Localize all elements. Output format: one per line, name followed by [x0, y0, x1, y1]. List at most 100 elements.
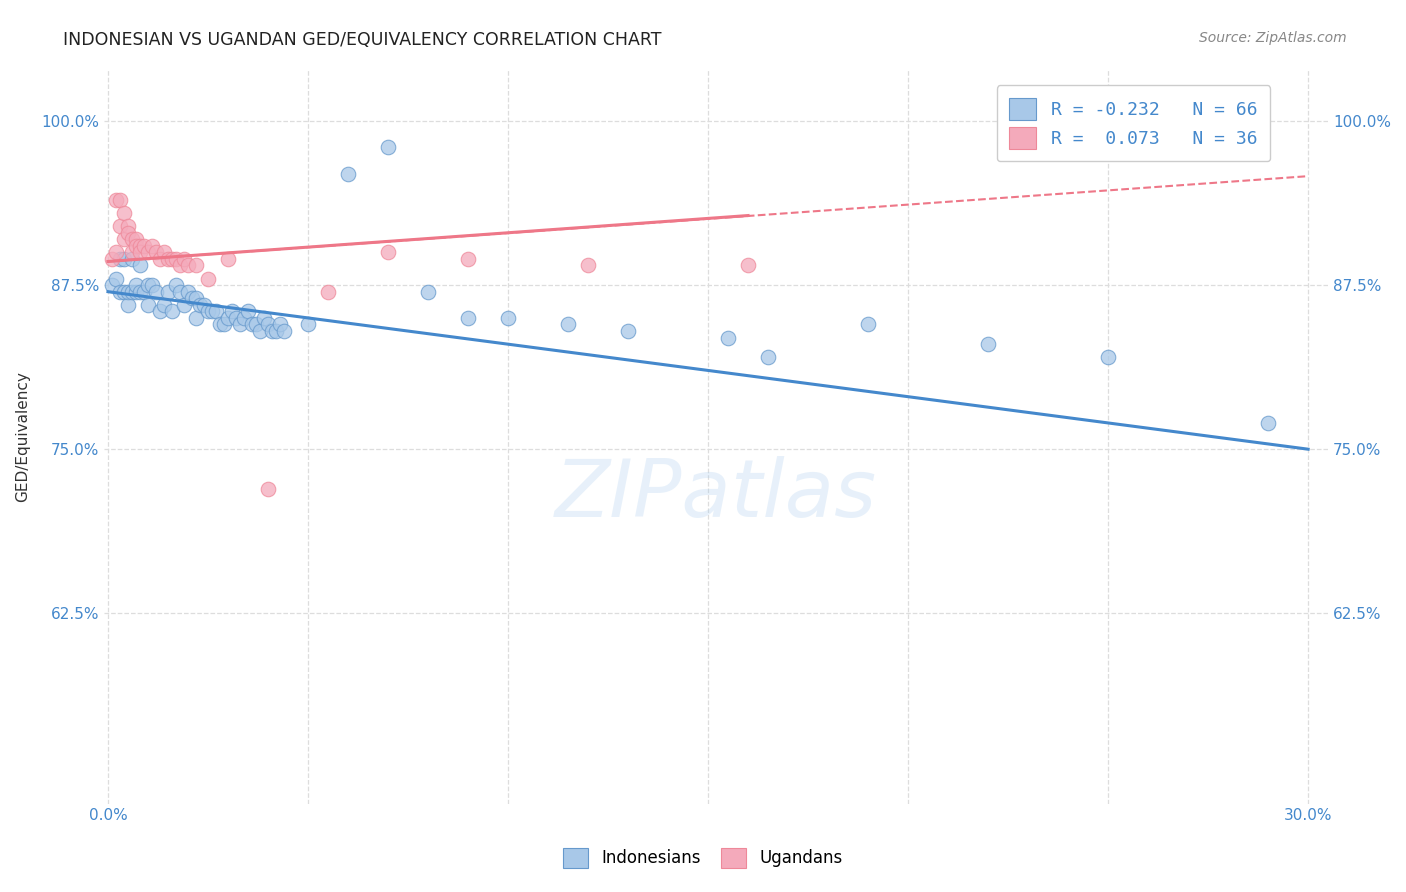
Point [141, 278, 163, 293]
Point [101, 278, 124, 293]
Point [108, 252, 131, 266]
Point [129, 285, 152, 299]
Point [132, 285, 155, 299]
Text: Source: ZipAtlas.com: Source: ZipAtlas.com [1199, 31, 1347, 45]
Point [225, 310, 247, 325]
Point [132, 238, 155, 252]
Point [125, 285, 148, 299]
Y-axis label: GED/Equivalency: GED/Equivalency [15, 371, 30, 501]
Point [129, 245, 152, 260]
Point [205, 304, 228, 318]
Point [153, 298, 176, 312]
Point [316, 285, 339, 299]
Point [249, 324, 271, 338]
Point [125, 232, 148, 246]
Point [208, 318, 231, 332]
Point [236, 304, 259, 318]
Point [160, 304, 183, 318]
Point [184, 291, 207, 305]
Point [141, 238, 163, 252]
Point [121, 252, 143, 266]
Point [257, 482, 280, 496]
Point [125, 278, 148, 293]
Point [253, 310, 276, 325]
Point [112, 252, 135, 266]
Point [221, 304, 243, 318]
Point [188, 298, 211, 312]
Point [112, 285, 135, 299]
Point [856, 318, 879, 332]
Point [108, 285, 131, 299]
Point [617, 324, 640, 338]
Point [145, 245, 167, 260]
Point [149, 304, 172, 318]
Point [117, 298, 139, 312]
Point [217, 252, 239, 266]
Point [104, 193, 127, 207]
Point [377, 140, 399, 154]
Point [153, 245, 176, 260]
Point [165, 252, 187, 266]
Point [240, 318, 263, 332]
Point [117, 219, 139, 233]
Point [149, 252, 172, 266]
Point [136, 278, 159, 293]
Point [1257, 416, 1279, 430]
Point [184, 310, 207, 325]
Point [260, 324, 283, 338]
Point [117, 285, 139, 299]
Point [121, 285, 143, 299]
Point [112, 206, 135, 220]
Point [457, 310, 479, 325]
Point [1097, 351, 1119, 365]
Point [117, 226, 139, 240]
Point [160, 252, 183, 266]
Point [737, 259, 759, 273]
Point [125, 238, 148, 252]
Point [257, 318, 280, 332]
Point [264, 324, 287, 338]
Point [173, 298, 195, 312]
Point [173, 252, 195, 266]
Point [156, 252, 179, 266]
Point [245, 318, 267, 332]
Text: INDONESIAN VS UGANDAN GED/EQUIVALENCY CORRELATION CHART: INDONESIAN VS UGANDAN GED/EQUIVALENCY CO… [63, 31, 662, 49]
Point [201, 304, 224, 318]
Point [377, 245, 399, 260]
Point [416, 285, 439, 299]
Point [576, 259, 599, 273]
Point [217, 310, 239, 325]
Point [181, 291, 204, 305]
Point [129, 238, 152, 252]
Point [104, 245, 127, 260]
Point [184, 259, 207, 273]
Point [496, 310, 519, 325]
Point [165, 278, 187, 293]
Legend: Indonesians, Ugandans: Indonesians, Ugandans [557, 841, 849, 875]
Point [197, 304, 219, 318]
Point [129, 259, 152, 273]
Point [156, 285, 179, 299]
Point [557, 318, 579, 332]
Point [717, 330, 740, 344]
Point [136, 298, 159, 312]
Legend: R = -0.232   N = 66, R =  0.073   N = 36: R = -0.232 N = 66, R = 0.073 N = 36 [997, 85, 1270, 161]
Point [145, 285, 167, 299]
Point [169, 285, 191, 299]
Point [269, 318, 291, 332]
Point [136, 245, 159, 260]
Point [112, 232, 135, 246]
Point [977, 337, 1000, 351]
Text: ZIPatlas: ZIPatlas [555, 456, 877, 534]
Point [177, 259, 200, 273]
Point [121, 245, 143, 260]
Point [177, 285, 200, 299]
Point [169, 259, 191, 273]
Point [212, 318, 235, 332]
Point [337, 167, 360, 181]
Point [233, 310, 256, 325]
Point [193, 298, 215, 312]
Point [273, 324, 295, 338]
Point [297, 318, 319, 332]
Point [229, 318, 252, 332]
